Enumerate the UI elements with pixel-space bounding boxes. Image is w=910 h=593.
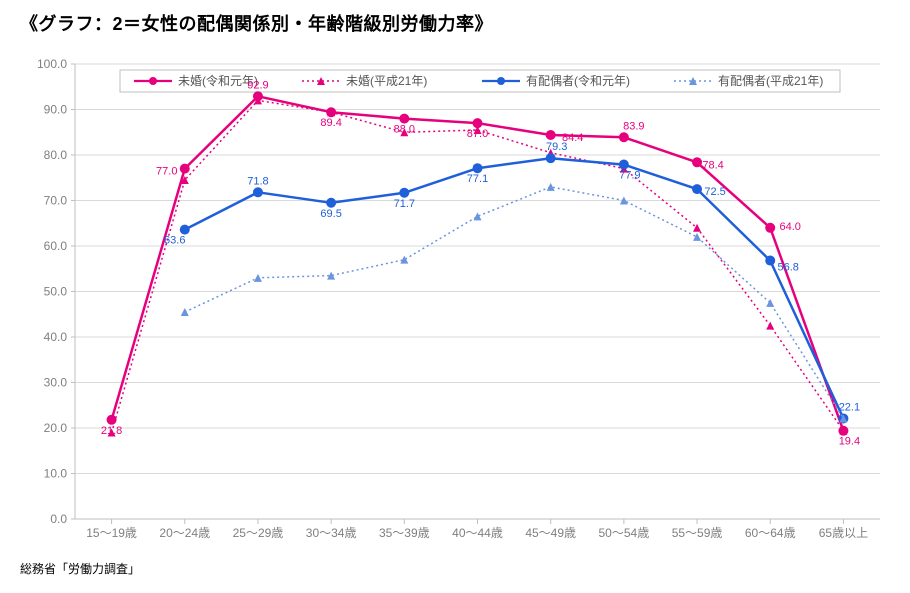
svg-text:65歳以上: 65歳以上 — [819, 526, 868, 540]
line-chart: 0.0 10.0 20.0 30.0 40.0 50.0 60.0 70.0 80.0 90.0 1… — [20, 44, 890, 554]
svg-text:45～49歳: 45～49歳 — [525, 526, 576, 540]
svg-text:35～39歳: 35～39歳 — [379, 526, 430, 540]
svg-text:80.0: 80.0 — [44, 148, 68, 162]
svg-text:20.0: 20.0 — [44, 421, 68, 435]
svg-text:19.4: 19.4 — [839, 436, 860, 448]
svg-text:77.1: 77.1 — [467, 173, 488, 185]
source-text: 総務省「労働力調査」 — [20, 560, 890, 577]
svg-text:10.0: 10.0 — [44, 467, 68, 481]
svg-text:79.3: 79.3 — [546, 141, 567, 153]
svg-text:77.9: 77.9 — [619, 170, 640, 182]
svg-text:78.4: 78.4 — [702, 159, 723, 171]
svg-text:71.8: 71.8 — [247, 175, 268, 187]
svg-text:20～24歳: 20～24歳 — [159, 526, 210, 540]
svg-text:64.0: 64.0 — [780, 221, 801, 233]
svg-text:72.5: 72.5 — [704, 186, 725, 198]
svg-text:22.1: 22.1 — [839, 401, 860, 413]
svg-text:25～29歳: 25～29歳 — [233, 526, 284, 540]
svg-text:69.5: 69.5 — [320, 208, 341, 220]
svg-text:92.9: 92.9 — [247, 79, 268, 91]
svg-text:50～54歳: 50～54歳 — [599, 526, 650, 540]
svg-text:60～64歳: 60～64歳 — [745, 526, 796, 540]
svg-text:50.0: 50.0 — [44, 285, 68, 299]
svg-text:15～19歳: 15～19歳 — [86, 526, 137, 540]
svg-text:未婚(平成21年): 未婚(平成21年) — [346, 74, 427, 88]
svg-text:30.0: 30.0 — [44, 376, 68, 390]
svg-text:89.4: 89.4 — [320, 117, 341, 129]
chart-title: 《グラフ：2＝女性の配偶関係別・年齢階級別労働力率》 — [20, 10, 890, 36]
svg-text:63.6: 63.6 — [164, 235, 185, 247]
svg-text:100.0: 100.0 — [37, 57, 67, 71]
svg-text:71.7: 71.7 — [394, 198, 415, 210]
svg-text:未婚(令和元年): 未婚(令和元年) — [178, 73, 258, 88]
svg-text:70.0: 70.0 — [44, 194, 68, 208]
svg-text:60.0: 60.0 — [44, 239, 68, 253]
svg-text:40.0: 40.0 — [44, 330, 68, 344]
svg-text:77.0: 77.0 — [156, 166, 177, 178]
svg-text:有配偶者(令和元年): 有配偶者(令和元年) — [526, 73, 630, 88]
svg-text:83.9: 83.9 — [623, 120, 644, 132]
svg-text:55～59歳: 55～59歳 — [672, 526, 723, 540]
svg-text:90.0: 90.0 — [44, 103, 68, 117]
svg-text:56.8: 56.8 — [778, 262, 799, 274]
svg-text:40～44歳: 40～44歳 — [452, 526, 503, 540]
svg-text:30～34歳: 30～34歳 — [306, 526, 357, 540]
chart-container: 0.0 10.0 20.0 30.0 40.0 50.0 60.0 70.0 80.0 90.0 1… — [20, 44, 890, 554]
svg-text:有配偶者(平成21年): 有配偶者(平成21年) — [718, 74, 823, 88]
svg-text:0.0: 0.0 — [50, 512, 67, 526]
